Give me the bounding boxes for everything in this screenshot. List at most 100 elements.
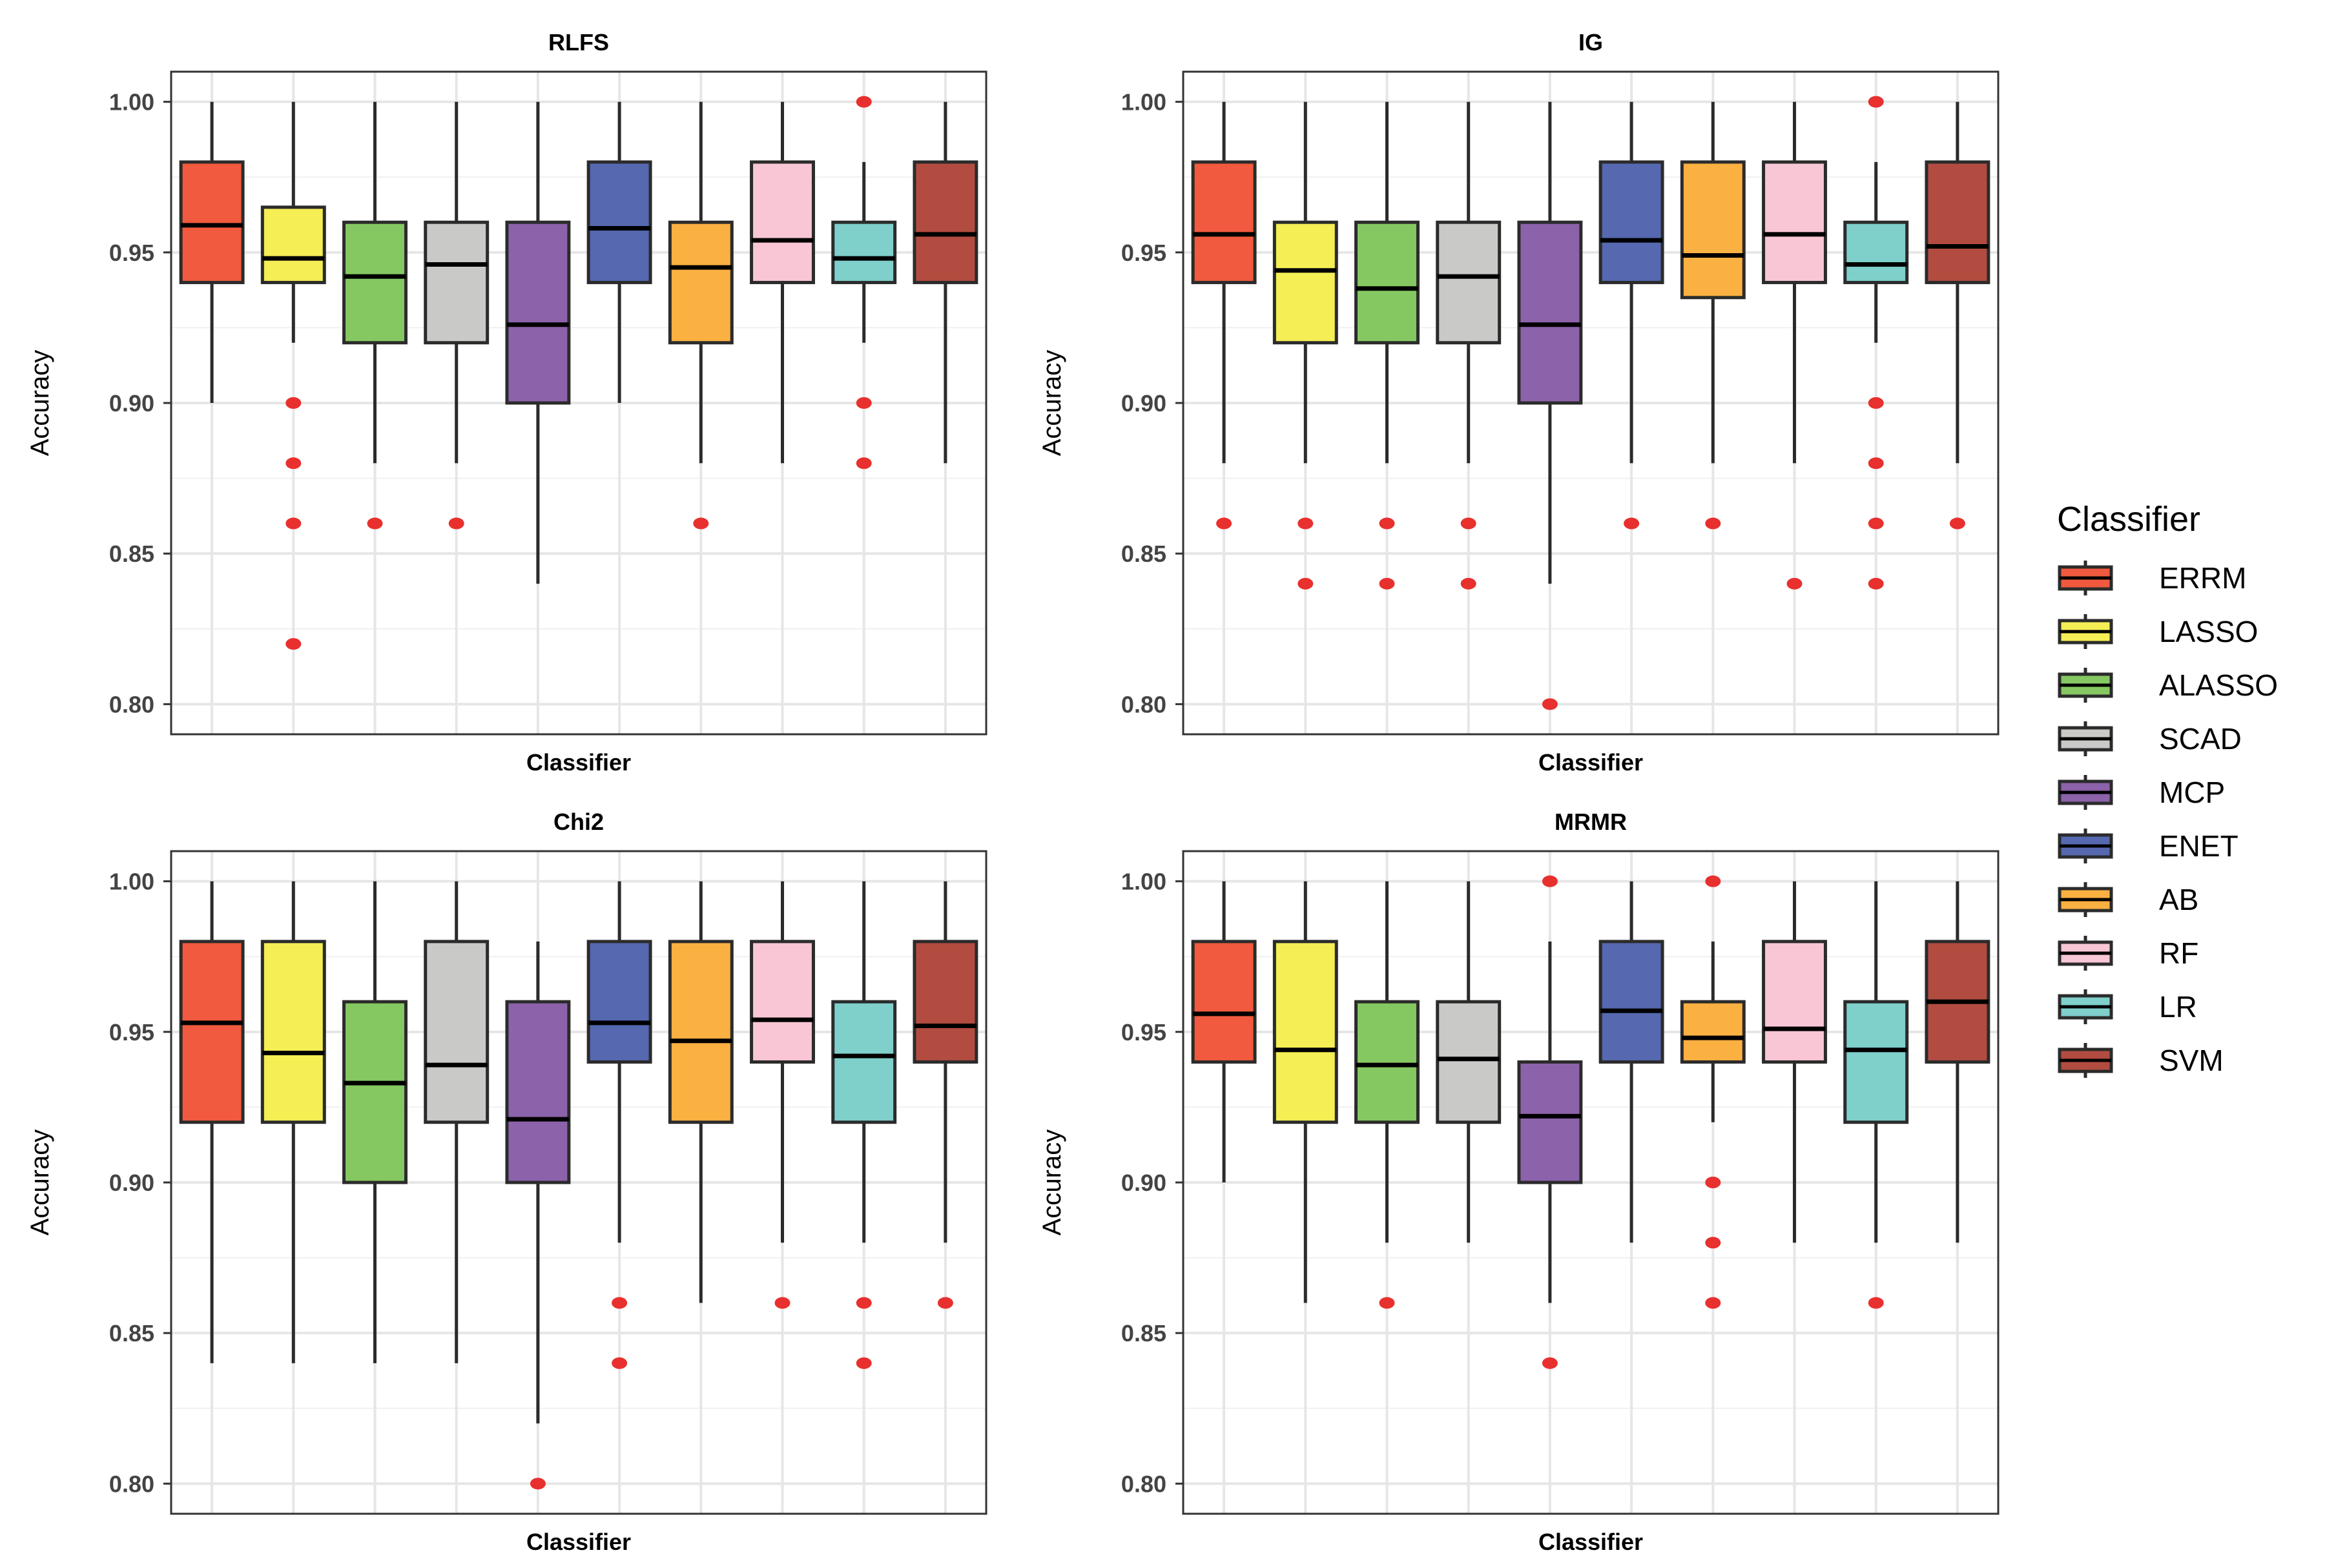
- legend: Classifier ERRM LASSO ALASSO SCAD MCP ENET AB RF…: [2057, 500, 2278, 1078]
- legend-label: SVM: [2159, 1044, 2224, 1077]
- y-tick-label: 1.00: [109, 869, 154, 895]
- box-iqr: [1762, 160, 1827, 284]
- box-errm: [1191, 881, 1257, 1182]
- legend-item-rf: RF: [2057, 936, 2198, 971]
- outlier-point: [693, 517, 709, 530]
- outlier-point: [1379, 1297, 1395, 1309]
- box-alasso: [342, 101, 408, 530]
- outlier-point: [856, 1297, 872, 1309]
- box-iqr: [1843, 1000, 1909, 1124]
- legend-label: AB: [2159, 883, 2198, 916]
- outlier-point: [1868, 517, 1884, 530]
- legend-label: ENET: [2159, 829, 2238, 863]
- outlier-point: [1542, 1357, 1558, 1369]
- box-ab: [668, 881, 734, 1303]
- box-iqr: [1436, 1000, 1502, 1124]
- legend-item-errm: ERRM: [2057, 561, 2246, 595]
- box-enet: [586, 101, 652, 403]
- box-iqr: [831, 1000, 897, 1124]
- x-axis-title: Classifier: [1538, 749, 1643, 776]
- legend-title: Classifier: [2057, 500, 2200, 539]
- box-iqr: [342, 220, 408, 345]
- box-iqr: [831, 220, 897, 284]
- box-iqr: [913, 940, 978, 1064]
- outlier-point: [1705, 1177, 1721, 1188]
- box-enet: [1598, 101, 1664, 530]
- outlier-point: [1868, 397, 1884, 409]
- box-iqr: [1272, 220, 1338, 345]
- y-tick-label: 0.90: [1121, 390, 1166, 417]
- box-iqr: [750, 160, 815, 284]
- y-axis-title: Accuracy: [1038, 1130, 1066, 1236]
- box-alasso: [1354, 881, 1420, 1309]
- outlier-point: [1705, 517, 1721, 530]
- box-mcp: [1517, 875, 1583, 1369]
- box-svm: [913, 881, 978, 1309]
- box-iqr: [424, 940, 490, 1124]
- box-iqr: [1680, 160, 1746, 300]
- legend-label: LR: [2159, 990, 2197, 1024]
- box-rf: [1762, 881, 1827, 1243]
- y-tick-label: 0.80: [1121, 1470, 1166, 1497]
- box-svm: [1925, 881, 1990, 1243]
- y-tick-label: 0.85: [109, 1320, 154, 1346]
- panel-mrmr: 0.80 0.85 0.90 0.95 1.00 MRMR Classifier Accura…: [1038, 809, 2000, 1555]
- box-iqr: [586, 160, 652, 284]
- outlier-point: [937, 1297, 953, 1309]
- outlier-point: [774, 1297, 791, 1309]
- box-lr: [831, 881, 897, 1369]
- box-errm: [179, 101, 245, 403]
- outlier-point: [1868, 457, 1884, 469]
- outlier-point: [285, 517, 302, 530]
- legend-item-ab: AB: [2057, 882, 2198, 917]
- legend-label: MCP: [2159, 776, 2225, 809]
- box-iqr: [1598, 160, 1664, 284]
- box-iqr: [179, 160, 245, 284]
- y-tick-label: 0.95: [1121, 240, 1166, 266]
- legend-item-scad: SCAD: [2057, 721, 2242, 756]
- box-iqr: [1925, 160, 1990, 284]
- box-errm: [179, 881, 245, 1363]
- box-ab: [1680, 875, 1746, 1309]
- box-iqr: [505, 220, 571, 405]
- x-axis-title: Classifier: [526, 1529, 631, 1555]
- box-iqr: [750, 940, 815, 1064]
- box-lasso: [260, 101, 326, 650]
- outlier-point: [448, 517, 464, 530]
- legend-item-alasso: ALASSO: [2057, 668, 2278, 703]
- legend-item-enet: ENET: [2057, 829, 2238, 863]
- box-iqr: [1191, 160, 1257, 284]
- outlier-point: [856, 457, 872, 469]
- box-mcp: [505, 941, 571, 1490]
- outlier-point: [1379, 517, 1395, 530]
- box-iqr: [1517, 220, 1583, 405]
- outlier-point: [1705, 1297, 1721, 1309]
- box-enet: [1598, 881, 1664, 1243]
- legend-item-lr: LR: [2057, 989, 2197, 1024]
- legend-item-lasso: LASSO: [2057, 614, 2258, 649]
- panel-title: MRMR: [1555, 809, 1627, 835]
- y-tick-label: 0.90: [109, 1170, 154, 1196]
- box-rf: [750, 101, 815, 464]
- panel-title: RLFS: [548, 29, 609, 56]
- box-iqr: [1191, 940, 1257, 1064]
- outlier-point: [856, 397, 872, 409]
- box-iqr: [1598, 940, 1664, 1064]
- outlier-point: [612, 1297, 628, 1309]
- y-tick-label: 0.80: [109, 1470, 154, 1497]
- panel-title: Chi2: [553, 809, 604, 835]
- y-axis-title: Accuracy: [1038, 350, 1066, 457]
- box-errm: [1191, 101, 1257, 530]
- outlier-point: [1216, 517, 1232, 530]
- box-iqr: [1354, 1000, 1420, 1124]
- box-iqr: [1843, 220, 1909, 284]
- outlier-point: [285, 457, 302, 469]
- outlier-point: [856, 96, 872, 108]
- box-scad: [424, 101, 490, 530]
- box-mcp: [1517, 101, 1583, 710]
- legend-label: ERRM: [2159, 561, 2246, 595]
- outlier-point: [1868, 577, 1884, 590]
- y-tick-label: 1.00: [1121, 89, 1166, 116]
- box-scad: [424, 881, 490, 1363]
- legend-label: LASSO: [2159, 615, 2258, 648]
